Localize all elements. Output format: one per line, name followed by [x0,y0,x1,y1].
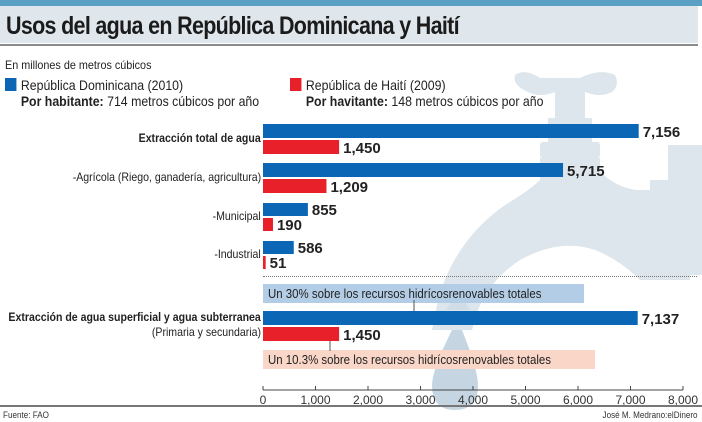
per-capita-value: 714 metros cúbicos por año [107,93,260,109]
x-tick-label: 8,000 [668,393,698,407]
legend-per-capita: Por habitante: 714 metros cúbicos por añ… [5,93,259,109]
category-label-agricola: -Agrícola (Riego, ganadería, agricultura… [72,170,261,184]
note-dominicana: Un 30% sobre los recursos hidrícosrenova… [263,284,584,303]
bar-haiti-0 [263,140,340,154]
value-label-dominicana-0: 7,156 [643,124,681,141]
value-label-haiti-1: 1,209 [330,179,368,196]
bar-dominicana-0 [263,124,639,138]
bar-haiti-1 [263,179,327,193]
x-tick-label: 6,000 [563,393,593,407]
legend-per-capita: Por havitante: 148 metros cúbicos por añ… [290,93,544,109]
x-tick-label: 1,000 [300,393,330,407]
legend-item-haiti: República de Haití (2009) Por havitante:… [290,77,543,109]
bar-haiti-4 [263,327,340,341]
category-label-municipal: -Municipal [212,209,261,223]
title-divider [0,44,698,46]
units-subtitle: En millones de metros cúbicos [5,58,152,72]
per-capita-value: 148 metros cúbicos por año [391,93,544,109]
category-label-total: Extracción total de agua [138,131,261,145]
note-haiti: Un 10.3% sobre los recursos hidrícosreno… [263,350,595,369]
footer-divider [0,405,702,407]
top-accent-bar [0,0,702,6]
category-label-superficial: Extracción de agua superficial y agua su… [8,310,261,324]
value-label-dominicana-3: 586 [298,240,323,257]
source-text: Fuente: FAO [3,410,49,420]
per-capita-label: Por habitante: [20,93,104,109]
x-tick-label: 3,000 [405,393,435,407]
credit-text: José M. Medrano:elDinero [602,410,698,420]
x-tick-label: 4,000 [458,393,488,407]
section-divider [263,276,697,277]
bar-dominicana-3 [263,241,294,254]
bar-haiti-2 [263,218,273,231]
x-tick-label: 5,000 [510,393,540,407]
value-label-haiti-0: 1,450 [343,140,381,157]
bar-dominicana-2 [263,203,308,216]
value-label-haiti-4: 1,450 [343,327,381,344]
legend-label: República de Haití (2009) [305,77,446,93]
category-sublabel-superficial: (Primaria y secundaria) [151,325,261,339]
value-label-dominicana-4: 7,137 [642,311,680,328]
x-tick-label: 2,000 [353,393,383,407]
x-tick-label: 7,000 [615,393,645,407]
legend-swatch-blue [5,78,17,91]
title-bar: Usos del agua en República Dominicana y … [0,6,698,43]
value-label-dominicana-1: 5,715 [567,163,605,180]
category-label-industrial: -Industrial [214,247,261,261]
value-label-haiti-2: 190 [277,217,302,234]
value-label-haiti-3: 51 [270,255,287,272]
legend-swatch-red [290,78,302,91]
bar-haiti-3 [263,256,266,269]
bar-dominicana-4 [263,311,638,325]
value-label-dominicana-2: 855 [312,202,337,219]
legend-label: República Dominicana (2010) [20,77,184,93]
per-capita-label: Por havitante: [305,93,388,109]
x-tick-label: 0 [260,393,267,407]
legend-item-dominicana: República Dominicana (2010) Por habitant… [5,77,259,109]
bar-dominicana-1 [263,163,564,177]
page-title: Usos del agua en República Dominicana y … [6,12,460,40]
